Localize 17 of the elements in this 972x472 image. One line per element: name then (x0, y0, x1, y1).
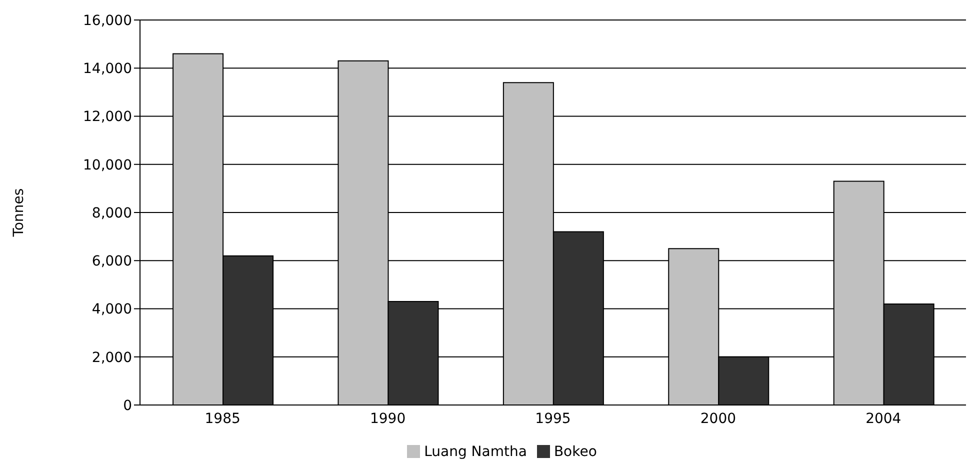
y-tick-label: 12,000 (83, 109, 132, 126)
y-tick-label: 2,000 (92, 350, 132, 366)
legend-label: Luang Namtha (424, 444, 527, 460)
legend-label: Bokeo (554, 444, 597, 460)
y-tick-label: 14,000 (83, 61, 132, 78)
y-tick-label: 6,000 (92, 254, 132, 270)
x-tick-label: 1995 (535, 410, 571, 427)
y-tick-label: 4,000 (92, 302, 132, 318)
y-tick-label: 10,000 (83, 157, 132, 174)
y-tick-label: 16,000 (83, 12, 132, 29)
y-axis-title: Tonnes (10, 188, 27, 238)
x-tick-label: 1985 (204, 410, 240, 427)
x-tick-label: 1990 (370, 410, 406, 427)
x-tick-label: 2004 (866, 410, 902, 427)
y-tick-label: 8,000 (92, 205, 132, 222)
y-tick-label: 0 (123, 398, 132, 414)
x-tick-label: 2000 (700, 410, 736, 427)
